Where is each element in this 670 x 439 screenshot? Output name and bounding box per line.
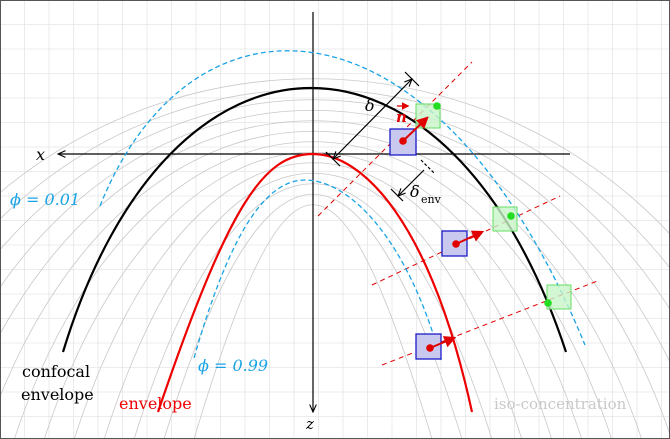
green-dot-1: [433, 102, 441, 110]
red-dot-2: [452, 240, 460, 248]
delta-env-subscript: env: [421, 193, 442, 206]
phi-outer-label: ϕ = 0.01: [10, 190, 80, 209]
green-box-2: [492, 206, 518, 232]
iso-concentration-arc: [0, 110, 670, 364]
iso-concentration-arc: [0, 89, 670, 269]
normal-arrow-3: [429, 336, 457, 349]
red-dot-1: [399, 137, 407, 145]
iso-concentration-arc: [0, 120, 670, 437]
normal-arrow-2: [455, 230, 485, 245]
confocal-envelope-label-line2: envelope: [21, 385, 94, 404]
iso-concentration-lines: [0, 78, 670, 439]
iso-concentration-arc: [0, 78, 670, 235]
normal-symbol: n: [396, 108, 407, 126]
normal-dashed-lines: [317, 61, 601, 366]
x-axis-label: x: [36, 145, 45, 164]
phi-0.99-contour: [193, 179, 442, 361]
blue-box-3: [415, 333, 442, 360]
delta-env-symbol: δ: [410, 182, 420, 201]
iso-concentration-label: iso-concentration: [494, 395, 627, 413]
envelope-curve: [156, 152, 474, 413]
green-dot-3: [544, 299, 552, 307]
green-dot-2: [507, 212, 515, 220]
delta-env-dimension: [390, 159, 435, 202]
normal-vector-label: n: [396, 102, 410, 126]
phi-inner-label: ϕ = 0.99: [198, 356, 268, 375]
phi-0.01-contour: [99, 50, 586, 346]
confocal-envelope-label-line1: confocal: [22, 362, 90, 381]
envelope-label: envelope: [119, 394, 192, 413]
delta-label: δ: [365, 96, 375, 115]
z-axis-label: z: [305, 415, 314, 433]
confocal-envelope-curve: [61, 86, 568, 353]
confocal-elements: [415, 102, 572, 310]
red-dot-3: [426, 344, 434, 352]
delta-env-label: δ env: [410, 182, 442, 206]
normal-dashed-line-2: [371, 195, 561, 286]
delta-dimension: [325, 71, 420, 167]
